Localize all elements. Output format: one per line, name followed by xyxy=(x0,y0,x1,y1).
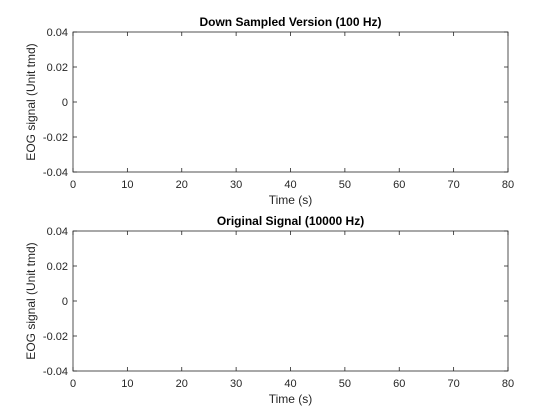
y-tick-label: -0.04 xyxy=(43,167,68,179)
x-tick-label: 60 xyxy=(393,378,405,390)
x-tick-label: 30 xyxy=(230,179,242,191)
x-axis-label: Time (s) xyxy=(269,193,313,207)
y-axis-label: EOG signal (Unit tmd) xyxy=(24,43,38,160)
x-tick-label: 50 xyxy=(339,378,351,390)
subplot-downsampled: 0 10 20 30 40 50 60 70 80 0.04 0.02 0 -0.02 -0.04 Down… xyxy=(24,15,514,207)
y-tick-label: -0.04 xyxy=(43,366,68,378)
x-tick-label: 50 xyxy=(339,179,351,191)
y-tick-label: 0.04 xyxy=(47,27,68,39)
chart-title: Original Signal (10000 Hz) xyxy=(217,214,364,228)
subplot-original: 0 10 20 30 40 50 60 70 80 0.04 0.02 0 -0.02 -0.04 Orig… xyxy=(24,214,514,406)
axes-frame xyxy=(72,31,509,173)
x-tick-label: 0 xyxy=(70,179,76,191)
y-tick-label: 0.04 xyxy=(47,226,68,238)
x-tick-label: 20 xyxy=(176,378,188,390)
y-axis-label: EOG signal (Unit tmd) xyxy=(24,242,38,359)
y-tick-label: 0 xyxy=(62,97,68,109)
x-tick-label: 10 xyxy=(121,179,133,191)
x-tick-label: 10 xyxy=(121,378,133,390)
y-tick-label: -0.02 xyxy=(43,132,68,144)
y-tick-label: 0.02 xyxy=(47,62,68,74)
y-tick-label: -0.02 xyxy=(43,331,68,343)
axes-frame xyxy=(72,230,509,372)
y-tick-label: 0.02 xyxy=(47,261,68,273)
x-tick-label: 20 xyxy=(176,179,188,191)
x-tick-label: 60 xyxy=(393,179,405,191)
x-tick-label: 30 xyxy=(230,378,242,390)
chart-title: Down Sampled Version (100 Hz) xyxy=(199,15,381,29)
x-tick-label: 0 xyxy=(70,378,76,390)
x-tick-label: 40 xyxy=(284,179,296,191)
x-tick-label: 80 xyxy=(502,179,514,191)
x-tick-label: 70 xyxy=(448,179,460,191)
x-tick-label: 80 xyxy=(502,378,514,390)
y-tick-label: 0 xyxy=(62,296,68,308)
x-axis-label: Time (s) xyxy=(269,392,313,406)
x-tick-label: 70 xyxy=(448,378,460,390)
x-tick-label: 40 xyxy=(284,378,296,390)
